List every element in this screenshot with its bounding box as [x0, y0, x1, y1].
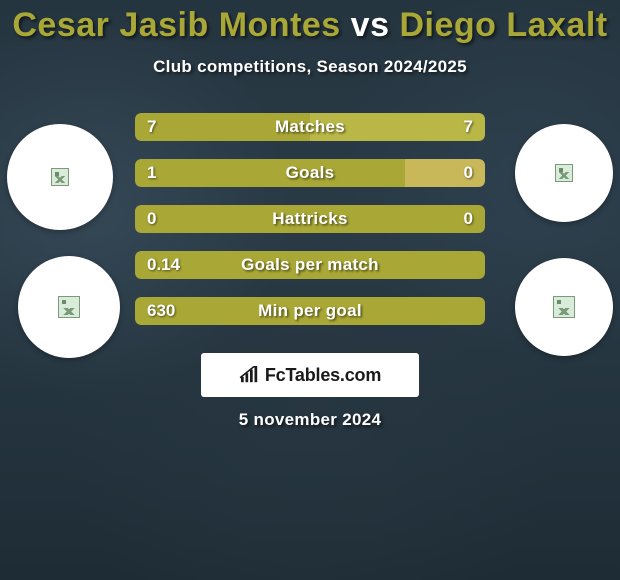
- stat-bars: 77Matches 10Goals 00Hattricks 0.14Goals per…: [135, 113, 485, 343]
- stat-row: 0.14Goals per match: [135, 251, 485, 279]
- date-label: 5 november 2024: [0, 410, 620, 430]
- bar-chart-icon: [239, 366, 261, 384]
- stat-label: Matches: [135, 113, 485, 141]
- brand-box[interactable]: FcTables.com: [201, 353, 419, 397]
- stat-row: 10Goals: [135, 159, 485, 187]
- title-vs: vs: [351, 6, 390, 44]
- stat-label: Goals: [135, 159, 485, 187]
- stat-label: Goals per match: [135, 251, 485, 279]
- stat-row: 630Min per goal: [135, 297, 485, 325]
- stat-row: 00Hattricks: [135, 205, 485, 233]
- brand-text: FcTables.com: [265, 365, 381, 386]
- infographic-content: Cesar Jasib Montes vs Diego Laxalt Club …: [0, 0, 620, 580]
- title-player2: Diego Laxalt: [399, 6, 607, 44]
- title-player1: Cesar Jasib Montes: [12, 6, 340, 44]
- subtitle: Club competitions, Season 2024/2025: [0, 57, 620, 77]
- stats-area: 77Matches 10Goals 00Hattricks 0.14Goals per…: [0, 113, 620, 343]
- page-title: Cesar Jasib Montes vs Diego Laxalt: [0, 6, 620, 45]
- stat-label: Min per goal: [135, 297, 485, 325]
- stat-row: 77Matches: [135, 113, 485, 141]
- stat-label: Hattricks: [135, 205, 485, 233]
